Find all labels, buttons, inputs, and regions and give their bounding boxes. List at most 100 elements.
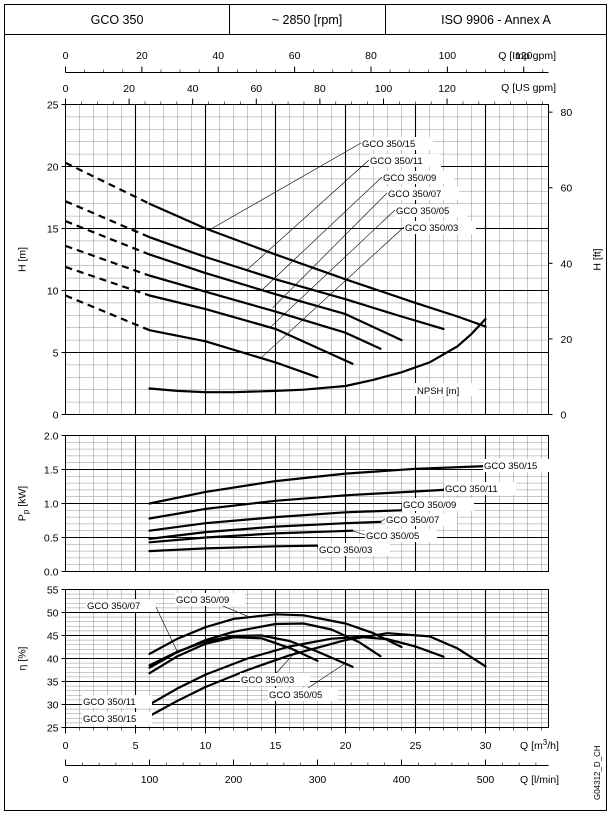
y-tick-label: 30: [47, 700, 59, 712]
x-tick-label: 0: [63, 50, 69, 62]
y-tick-label: 5: [53, 348, 59, 360]
label-gco-350-07: GCO 350/07: [386, 515, 439, 526]
x-tick-label: 25: [410, 740, 422, 752]
label-gco-350-09: GCO 350/09: [176, 595, 229, 606]
label-gco-350-03: GCO 350/03: [319, 545, 372, 556]
x-tick-label: 0: [63, 740, 69, 752]
label-gco-350-11: GCO 350/11: [445, 484, 498, 495]
label-gco-350-11: GCO 350/11: [83, 697, 136, 708]
series-gco-350-15: [148, 632, 487, 718]
imp-gpm-axis: Q [Imp gpm] 0 20 40 60 80 100 120: [63, 50, 556, 73]
series-gco-350-03-extrapolated: [65, 294, 150, 332]
x-tick-label: 40: [187, 83, 199, 95]
m3h-axis-label: Q [m3/h]: [520, 738, 559, 752]
y-tick-label: 45: [47, 631, 59, 643]
x-tick-label: 10: [200, 740, 212, 752]
series-gco-350-09: [148, 253, 403, 342]
y-tick-label: 50: [47, 608, 59, 620]
series-gco-350-11: [148, 488, 445, 520]
y-tick-label: 20: [47, 162, 59, 174]
label-npsh: NPSH [m]: [417, 386, 459, 397]
y2-tick-label: 60: [561, 183, 573, 195]
series-gco-350-07: [148, 520, 382, 540]
series-gco-350-07: [148, 274, 382, 350]
y2-tick-label: 80: [561, 107, 573, 119]
x-tick-label: 15: [270, 740, 282, 752]
series-gco-350-15: [148, 465, 487, 505]
y-tick-label: 55: [47, 585, 59, 597]
series-gco-350-03: [148, 544, 319, 553]
series-gco-350-05: [148, 294, 354, 365]
header-model: GCO 350: [91, 13, 144, 27]
series-gco-350-03: [148, 636, 319, 675]
label-gco-350-05: GCO 350/05: [269, 690, 322, 701]
series-npsh-m: [148, 317, 487, 394]
y-tick-label: 25: [47, 723, 59, 735]
x-tick-label: 5: [133, 740, 139, 752]
us-gpm-axis: Q [US gpm] 0 20 40 60 80 100 120: [63, 82, 556, 105]
x-tick-label: 500: [477, 774, 495, 786]
label-gco-350-03: GCO 350/03: [241, 675, 294, 686]
x-tick-label: 20: [123, 83, 135, 95]
us-gpm-axis-label: Q [US gpm]: [501, 82, 556, 94]
series-gco-350-11: [148, 635, 445, 706]
series-gco-350-15-extrapolated: [65, 161, 150, 205]
label-gco-350-03: GCO 350/03: [405, 223, 458, 234]
x-tick-label: 20: [136, 50, 148, 62]
x-tick-label: 0: [63, 83, 69, 95]
label-gco-350-15: GCO 350/15: [83, 714, 136, 725]
x-tick-label: 60: [250, 83, 262, 95]
y-tick-label: 40: [47, 654, 59, 666]
x-tick-label: 400: [393, 774, 411, 786]
x-tick-label: 60: [289, 50, 301, 62]
efficiency-chart: 25 30 35 40 45 50 55 η [%] GCO 350/07 GCO 350/09 G…: [17, 585, 549, 735]
series-gco-350-09: [148, 509, 403, 532]
x-tick-label: 30: [480, 740, 492, 752]
y-tick-label: 1.5: [44, 465, 59, 477]
drawing-code: G04312_D_CH: [593, 745, 602, 800]
m3h-axis: Q [m3/h] 0 5 10 15 20 25 30: [63, 727, 559, 752]
x-tick-label: 200: [225, 774, 243, 786]
x-tick-label: 80: [365, 50, 377, 62]
power-chart: 0.0 0.5 1.0 1.5 2.0 Pp [kW] GCO 350/15 GCO 350/…: [17, 431, 555, 579]
y-tick-label: 0: [53, 410, 59, 422]
header-speed: ~ 2850 [rpm]: [272, 13, 343, 27]
y-axis-label: Pp [kW]: [17, 486, 31, 521]
label-gco-350-05: GCO 350/05: [366, 531, 419, 542]
series-gco-350-07-extrapolated: [65, 244, 150, 277]
x-tick-label: 0: [63, 774, 69, 786]
label-gco-350-09: GCO 350/09: [403, 500, 456, 511]
series-gco-350-11-extrapolated: [65, 200, 150, 239]
y-tick-label: 1.0: [44, 499, 59, 511]
header-standard: ISO 9906 - Annex A: [441, 13, 551, 27]
y-tick-label: 10: [47, 286, 59, 298]
y2-tick-label: 40: [561, 258, 573, 270]
y-tick-label: 25: [47, 100, 59, 112]
x-tick-label: 300: [309, 774, 327, 786]
lmin-axis: Q [l/min] 0 100 200 300 400 500: [63, 759, 559, 786]
label-gco-350-05: GCO 350/05: [396, 206, 449, 217]
series-gco-350-05: [148, 529, 354, 544]
series-gco-350-15: [148, 202, 487, 328]
label-gco-350-15: GCO 350/15: [362, 139, 415, 150]
y-tick-label: 2.0: [44, 431, 59, 443]
label-gco-350-15: GCO 350/15: [484, 461, 537, 472]
head-chart: 0 5 10 15 20 25 H [m] 0 20 40 60 80 H [ft] GCO 350/15…: [17, 100, 604, 422]
label-gco-350-09: GCO 350/09: [383, 173, 436, 184]
y2-tick-label: 20: [561, 334, 573, 346]
x-tick-label: 80: [314, 83, 326, 95]
x-tick-label: 20: [340, 740, 352, 752]
x-tick-label: 40: [212, 50, 224, 62]
y-tick-label: 15: [47, 224, 59, 236]
x-tick-label: 100: [439, 50, 457, 62]
y-tick-label: 0.0: [44, 567, 59, 579]
y-tick-label: 35: [47, 677, 59, 689]
series-gco-350-09-extrapolated: [65, 220, 150, 256]
x-tick-label: 100: [375, 83, 393, 95]
outer-border: [4, 4, 607, 811]
y-axis-label: η [%]: [17, 646, 29, 670]
lmin-axis-label: Q [l/min]: [520, 774, 559, 786]
label-gco-350-11: GCO 350/11: [370, 156, 423, 167]
series-gco-350-03: [148, 329, 319, 379]
